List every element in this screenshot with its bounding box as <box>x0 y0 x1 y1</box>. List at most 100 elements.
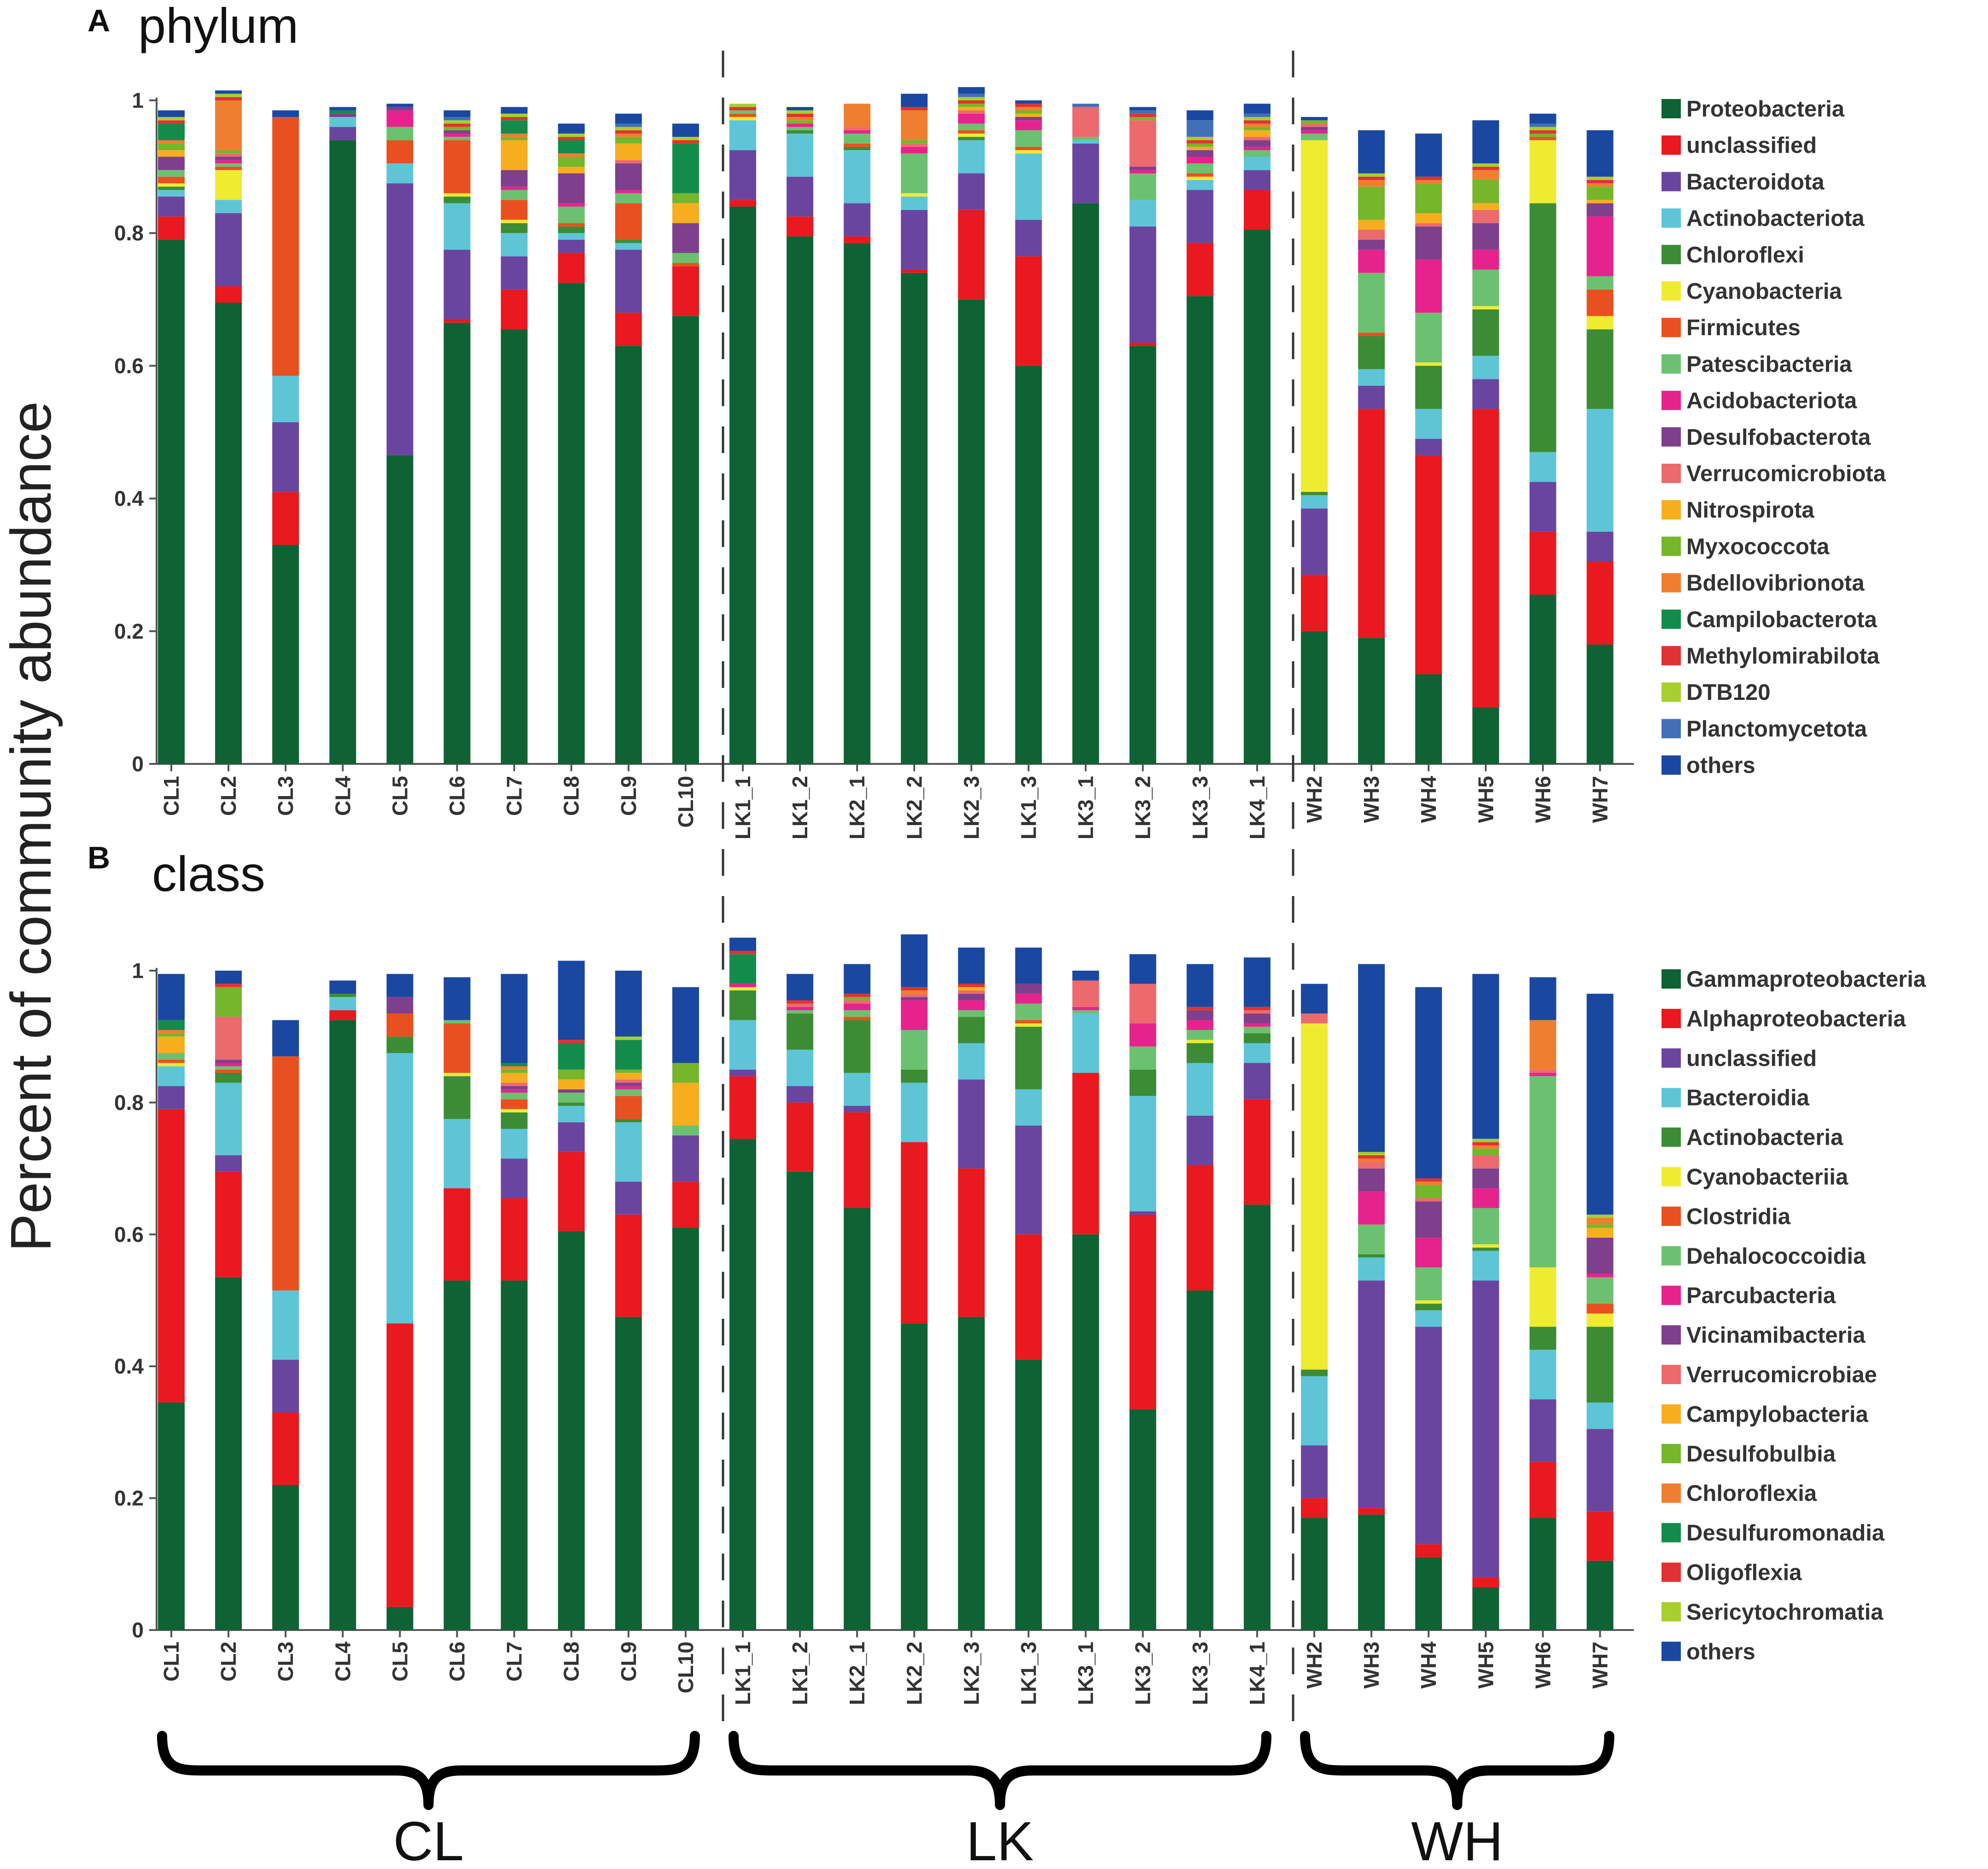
x-tick-label: LK1_1 <box>731 1642 755 1705</box>
bar-segment-wh5-actinobacteriota <box>1472 355 1499 379</box>
bar-segment-lk4-1-oligoflexia <box>1243 1007 1271 1010</box>
bar-segment-lk2-2-verrucomicrobiae <box>901 994 928 997</box>
bar-segment-lk3-2-actinobacteriota <box>1129 200 1156 227</box>
legend-label: Desulfobulbia <box>1686 1442 1836 1467</box>
bar-segment-lk2-3-planctomycetota <box>958 93 985 97</box>
bar-segment-lk3-2-bacteroidota <box>1129 226 1156 343</box>
bar-segment-cl4-bacteroidia <box>329 997 356 1010</box>
bar-segment-wh5-oligoflexia <box>1472 1142 1499 1146</box>
bar-segment-wh2-verrucomicrobiae <box>1301 1013 1328 1024</box>
bar-segment-cl7-cyanobacteriia <box>501 1109 528 1112</box>
bar-segment-cl10-proteobacteria <box>672 316 699 764</box>
legend-label: Desulfobacterota <box>1686 425 1871 450</box>
bar-segment-lk1-2-oligoflexia <box>787 1000 814 1004</box>
bar-segment-cl2-desulfobacterota <box>215 157 242 160</box>
x-tick-label: WH7 <box>1588 776 1612 823</box>
bar-segment-lk2-3-firmicutes <box>958 130 985 134</box>
bar-segment-lk2-3-patescibacteria <box>958 123 985 130</box>
x-tick-label: WH5 <box>1474 1642 1498 1689</box>
bar-segment-lk4-1-bdellovibrionota <box>1243 123 1271 127</box>
bar-segment-lk2-3-chloroflexi <box>958 137 985 140</box>
bar-segment-cl6-dtb120 <box>443 120 471 124</box>
bar-segment-lk1-2-unclassified <box>787 1086 814 1103</box>
legend-label: Patescibacteria <box>1686 352 1852 377</box>
x-tick-label: CL7 <box>502 1642 526 1682</box>
bar-segment-cl9-planctomycetota <box>615 123 642 127</box>
x-tick-label: LK2_1 <box>845 776 869 839</box>
bar-segment-cl5-alphaproteobacteria <box>386 1323 414 1607</box>
bar-segment-wh5-methylomirabilota <box>1472 167 1499 170</box>
bar-segment-lk3-1-verrucomicrobiae <box>1072 980 1099 1007</box>
y-tick-label: 0.2 <box>114 1486 144 1510</box>
bar-segment-wh4-verrucomicrobiae <box>1415 1198 1442 1202</box>
bar-segment-lk1-3-unclassified <box>1015 256 1042 366</box>
bar-segment-lk2-3-oligoflexia <box>958 984 985 987</box>
bar-segment-wh2-bacteroidota <box>1301 508 1328 575</box>
bar-segment-cl10-firmicutes <box>672 263 699 267</box>
bar-segment-cl9-desulfobacterota <box>615 163 642 190</box>
bar-segment-lk3-3-unclassified <box>1186 243 1213 297</box>
bar-segment-lk1-2-dtb120 <box>787 110 814 114</box>
bar-segment-cl1-desulfuromonadia <box>158 1020 185 1030</box>
legend-label: Chloroflexi <box>1686 243 1804 268</box>
bar-segment-cl9-nitrospirota <box>615 143 642 160</box>
bar-segment-wh6-actinobacteria <box>1529 1327 1557 1350</box>
bar-segment-lk3-2-actinobacteria <box>1129 1069 1156 1096</box>
x-tick-label: CL2 <box>216 776 240 816</box>
bar-segment-lk2-3-others <box>958 87 985 94</box>
bar-segment-wh5-alphaproteobacteria <box>1472 1577 1499 1587</box>
bar-segment-wh5-dtb120 <box>1472 163 1499 167</box>
bar-segment-wh4-myxococcota <box>1415 183 1442 213</box>
bar-segment-lk2-1-parcubacteria <box>844 1003 871 1010</box>
bar-segment-lk3-2-proteobacteria <box>1129 346 1156 764</box>
bar-segment-cl8-methylomirabilota <box>558 137 585 140</box>
bar-segment-lk3-2-gammaproteobacteria <box>1129 1409 1156 1630</box>
legend-label: Gammaproteobacteria <box>1686 967 1926 992</box>
bar-segment-lk3-3-patescibacteria <box>1186 163 1213 174</box>
legend-swatch <box>1662 354 1681 374</box>
bar-segment-cl10-unclassified <box>672 1135 699 1182</box>
bar-segment-lk3-1-bacteroidota <box>1072 143 1099 204</box>
bar-segment-cl7-parcubacteria <box>501 1089 528 1093</box>
bar-segment-lk2-3-vicinamibacteria <box>958 994 985 1001</box>
legend-swatch <box>1662 99 1681 118</box>
bar-segment-cl9-verrucomicrobiae <box>615 1079 642 1083</box>
x-tick-label: CL6 <box>445 776 469 816</box>
bar-segment-wh7-desulfobulbia <box>1586 1224 1614 1228</box>
bar-segment-cl5-actinobacteria <box>386 1036 414 1053</box>
bar-segment-lk1-3-firmicutes <box>1015 146 1042 151</box>
x-tick-label: LK2_2 <box>902 776 926 839</box>
x-tick-label: LK2_3 <box>959 776 983 839</box>
bar-segment-cl3-proteobacteria <box>272 545 299 764</box>
bar-segment-cl1-gammaproteobacteria <box>158 1402 185 1630</box>
bar-segment-wh7-bdellovibrionota <box>1586 183 1614 187</box>
bar-segment-lk1-3-gammaproteobacteria <box>1015 1359 1042 1630</box>
bar-segment-wh7-dtb120 <box>1586 176 1614 180</box>
x-tick-label: CL1 <box>159 1642 183 1682</box>
bar-segment-lk1-3-alphaproteobacteria <box>1015 1234 1042 1360</box>
bar-segment-wh5-cyanobacteriia <box>1472 1244 1499 1248</box>
bar-segment-wh7-alphaproteobacteria <box>1586 1511 1614 1561</box>
bar-segment-cl8-firmicutes <box>558 223 585 227</box>
legend-swatch <box>1662 1404 1681 1424</box>
bar-segment-lk1-3-cyanobacteria <box>1015 150 1042 154</box>
bar-segment-wh6-parcubacteria <box>1529 1072 1557 1077</box>
bar-segment-lk3-3-planctomycetota <box>1186 120 1213 137</box>
bar-segment-cl7-others <box>501 974 528 1063</box>
bar-segment-cl7-methylomirabilota <box>501 117 528 121</box>
bar-segment-cl5-others <box>386 974 414 997</box>
bar-segment-cl9-actinobacteriota <box>615 243 642 250</box>
bar-segment-wh7-cyanobacteriia <box>1586 1313 1614 1327</box>
bar-segment-lk3-2-acidobacteriota <box>1129 170 1156 174</box>
bar-segment-wh7-cyanobacteria <box>1586 316 1614 330</box>
panel-title: class <box>152 846 265 902</box>
x-tick-label: CL8 <box>560 1642 583 1682</box>
bar-segment-cl8-desulfobulbia <box>558 1069 585 1080</box>
bar-segment-lk3-2-unclassified <box>1129 342 1156 346</box>
bar-segment-cl9-campylobacteria <box>615 1072 642 1080</box>
legend-label: Bdellovibrionota <box>1686 571 1865 596</box>
bar-segment-wh2-desulfobacterota <box>1301 127 1328 130</box>
bar-segment-cl2-clostridia <box>215 1069 242 1073</box>
bar-segment-lk2-2-chloroflexia <box>901 990 928 994</box>
bar-segment-cl3-gammaproteobacteria <box>272 1485 299 1630</box>
